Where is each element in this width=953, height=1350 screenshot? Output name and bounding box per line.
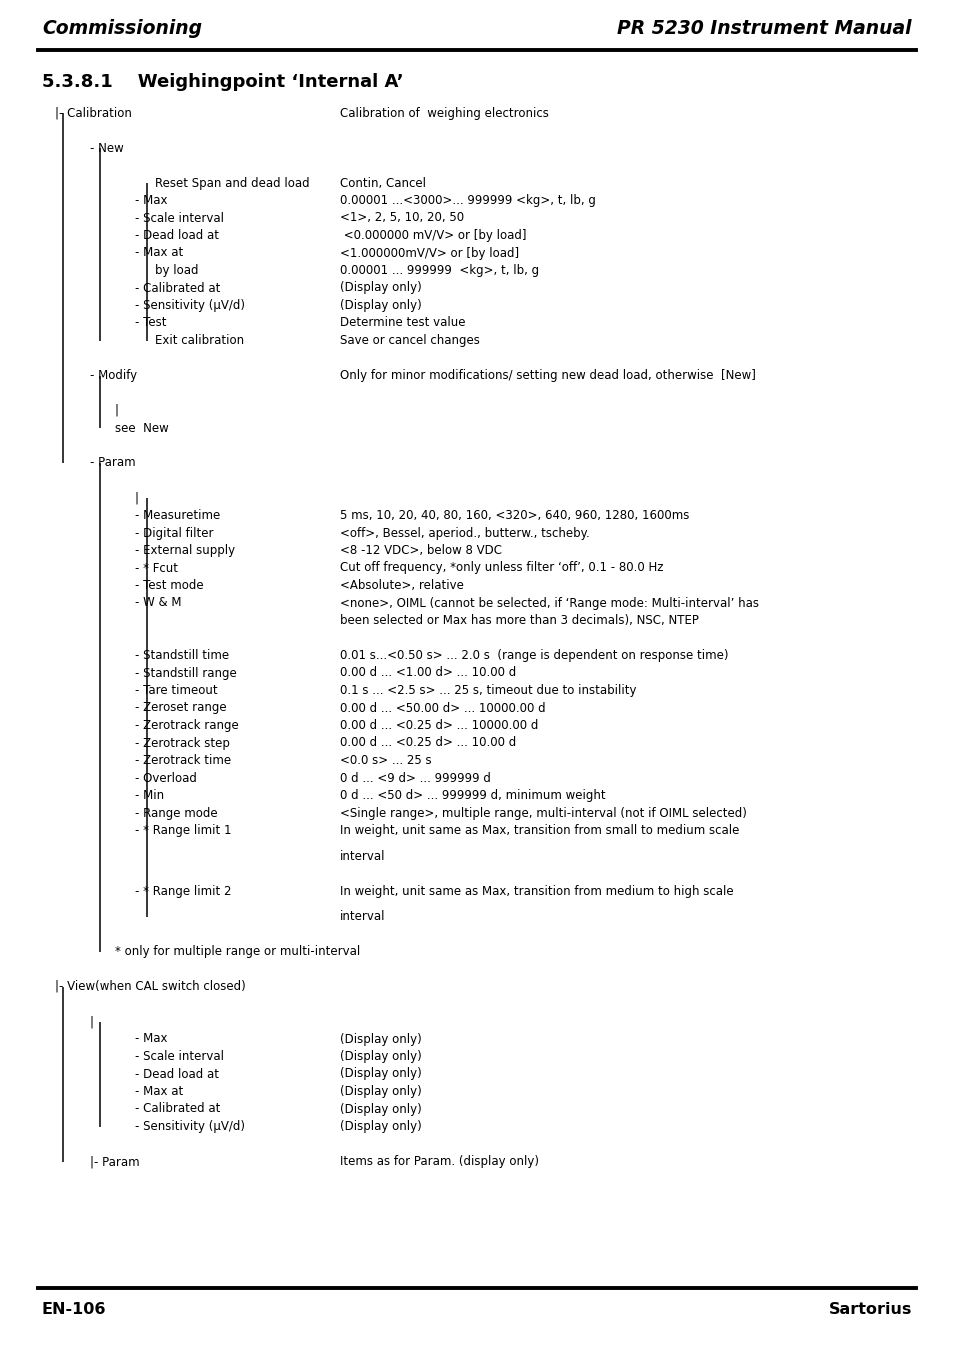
Text: - Param: - Param [90, 456, 135, 470]
Text: by load: by load [154, 265, 198, 277]
Text: |- Calibration: |- Calibration [55, 107, 132, 120]
Text: 0.1 s ... <2.5 s> ... 25 s, timeout due to instability: 0.1 s ... <2.5 s> ... 25 s, timeout due … [339, 684, 636, 697]
Text: (Display only): (Display only) [339, 1050, 421, 1062]
Text: <8 -12 VDC>, below 8 VDC: <8 -12 VDC>, below 8 VDC [339, 544, 501, 558]
Text: Calibration of  weighing electronics: Calibration of weighing electronics [339, 107, 548, 120]
Text: - Dead load at: - Dead load at [135, 230, 219, 242]
Text: * only for multiple range or multi-interval: * only for multiple range or multi-inter… [115, 945, 360, 958]
Text: - External supply: - External supply [135, 544, 234, 558]
Text: - Max: - Max [135, 194, 168, 207]
Text: - Standstill time: - Standstill time [135, 649, 229, 662]
Text: Sartorius: Sartorius [828, 1303, 911, 1318]
Text: - Test mode: - Test mode [135, 579, 203, 593]
Text: 0.00 d ... <50.00 d> ... 10000.00 d: 0.00 d ... <50.00 d> ... 10000.00 d [339, 702, 545, 714]
Text: |- View(when CAL switch closed): |- View(when CAL switch closed) [55, 980, 246, 994]
Text: Reset Span and dead load: Reset Span and dead load [154, 177, 310, 189]
Text: - Measuretime: - Measuretime [135, 509, 220, 522]
Text: - * Fcut: - * Fcut [135, 562, 178, 575]
Text: 0.00 d ... <0.25 d> ... 10000.00 d: 0.00 d ... <0.25 d> ... 10000.00 d [339, 720, 537, 732]
Text: (Display only): (Display only) [339, 1120, 421, 1133]
Text: |: | [90, 1015, 94, 1027]
Text: |- Param: |- Param [90, 1156, 139, 1168]
Text: <1>, 2, 5, 10, 20, 50: <1>, 2, 5, 10, 20, 50 [339, 212, 464, 224]
Text: - Standstill range: - Standstill range [135, 667, 236, 679]
Text: In weight, unit same as Max, transition from medium to high scale: In weight, unit same as Max, transition … [339, 884, 733, 898]
Text: - Zerotrack step: - Zerotrack step [135, 737, 230, 749]
Text: - W & M: - W & M [135, 597, 181, 609]
Text: - Overload: - Overload [135, 771, 196, 784]
Text: - Sensitivity (μV/d): - Sensitivity (μV/d) [135, 1120, 245, 1133]
Text: (Display only): (Display only) [339, 282, 421, 294]
Text: PR 5230 Instrument Manual: PR 5230 Instrument Manual [617, 19, 911, 38]
Text: - New: - New [90, 142, 124, 154]
Text: <none>, OIML (cannot be selected, if ‘Range mode: Multi-interval’ has: <none>, OIML (cannot be selected, if ‘Ra… [339, 597, 759, 609]
Text: Only for minor modifications/ setting new dead load, otherwise  [New]: Only for minor modifications/ setting ne… [339, 369, 755, 382]
Text: been selected or Max has more than 3 decimals), NSC, NTEP: been selected or Max has more than 3 dec… [339, 614, 699, 626]
Text: (Display only): (Display only) [339, 1103, 421, 1115]
Text: (Display only): (Display only) [339, 1085, 421, 1098]
Text: (Display only): (Display only) [339, 1033, 421, 1045]
Text: interval: interval [339, 849, 385, 863]
Text: - Modify: - Modify [90, 369, 137, 382]
Text: - Max: - Max [135, 1033, 168, 1045]
Text: <Absolute>, relative: <Absolute>, relative [339, 579, 463, 593]
Text: 0.00001 ... 999999  <kg>, t, lb, g: 0.00001 ... 999999 <kg>, t, lb, g [339, 265, 538, 277]
Text: Determine test value: Determine test value [339, 316, 465, 329]
Text: 0 d ... <9 d> ... 999999 d: 0 d ... <9 d> ... 999999 d [339, 771, 491, 784]
Text: - Zeroset range: - Zeroset range [135, 702, 227, 714]
Text: In weight, unit same as Max, transition from small to medium scale: In weight, unit same as Max, transition … [339, 824, 739, 837]
Text: see  New: see New [115, 421, 169, 435]
Text: 5 ms, 10, 20, 40, 80, 160, <320>, 640, 960, 1280, 1600ms: 5 ms, 10, 20, 40, 80, 160, <320>, 640, 9… [339, 509, 689, 522]
Text: - Scale interval: - Scale interval [135, 212, 224, 224]
Text: |: | [115, 404, 119, 417]
Text: - Calibrated at: - Calibrated at [135, 282, 220, 294]
Text: <off>, Bessel, aperiod., butterw., tscheby.: <off>, Bessel, aperiod., butterw., tsche… [339, 526, 589, 540]
Text: 0.01 s...<0.50 s> ... 2.0 s  (range is dependent on response time): 0.01 s...<0.50 s> ... 2.0 s (range is de… [339, 649, 728, 662]
Text: - Tare timeout: - Tare timeout [135, 684, 217, 697]
Text: Save or cancel changes: Save or cancel changes [339, 333, 479, 347]
Text: 0.00001 ...<3000>... 999999 <kg>, t, lb, g: 0.00001 ...<3000>... 999999 <kg>, t, lb,… [339, 194, 596, 207]
Text: - Scale interval: - Scale interval [135, 1050, 224, 1062]
Text: <1.000000mV/V> or [by load]: <1.000000mV/V> or [by load] [339, 247, 518, 259]
Text: - Sensitivity (μV/d): - Sensitivity (μV/d) [135, 298, 245, 312]
Text: 0.00 d ... <1.00 d> ... 10.00 d: 0.00 d ... <1.00 d> ... 10.00 d [339, 667, 516, 679]
Text: - Zerotrack time: - Zerotrack time [135, 755, 231, 767]
Text: Items as for Param. (display only): Items as for Param. (display only) [339, 1156, 538, 1168]
Text: <0.000000 mV/V> or [by load]: <0.000000 mV/V> or [by load] [339, 230, 526, 242]
Text: Contin, Cancel: Contin, Cancel [339, 177, 426, 189]
Text: 0 d ... <50 d> ... 999999 d, minimum weight: 0 d ... <50 d> ... 999999 d, minimum wei… [339, 788, 605, 802]
Text: - Test: - Test [135, 316, 167, 329]
Text: Commissioning: Commissioning [42, 19, 202, 38]
Text: - Digital filter: - Digital filter [135, 526, 213, 540]
Text: (Display only): (Display only) [339, 1068, 421, 1080]
Text: interval: interval [339, 910, 385, 923]
Text: 5.3.8.1    Weighingpoint ‘Internal A’: 5.3.8.1 Weighingpoint ‘Internal A’ [42, 73, 403, 90]
Text: - * Range limit 2: - * Range limit 2 [135, 884, 232, 898]
Text: EN-106: EN-106 [42, 1303, 107, 1318]
Text: - Min: - Min [135, 788, 164, 802]
Text: - Calibrated at: - Calibrated at [135, 1103, 220, 1115]
Text: - Max at: - Max at [135, 1085, 183, 1098]
Text: Exit calibration: Exit calibration [154, 333, 244, 347]
Text: - Max at: - Max at [135, 247, 183, 259]
Text: 0.00 d ... <0.25 d> ... 10.00 d: 0.00 d ... <0.25 d> ... 10.00 d [339, 737, 516, 749]
Text: - Range mode: - Range mode [135, 806, 217, 819]
Text: <0.0 s> ... 25 s: <0.0 s> ... 25 s [339, 755, 431, 767]
Text: Cut off frequency, *only unless filter ‘off’, 0.1 - 80.0 Hz: Cut off frequency, *only unless filter ‘… [339, 562, 662, 575]
Text: |: | [135, 491, 139, 505]
Text: - Dead load at: - Dead load at [135, 1068, 219, 1080]
Text: <Single range>, multiple range, multi-interval (not if OIML selected): <Single range>, multiple range, multi-in… [339, 806, 746, 819]
Text: - Zerotrack range: - Zerotrack range [135, 720, 238, 732]
Text: - * Range limit 1: - * Range limit 1 [135, 824, 232, 837]
Text: (Display only): (Display only) [339, 298, 421, 312]
